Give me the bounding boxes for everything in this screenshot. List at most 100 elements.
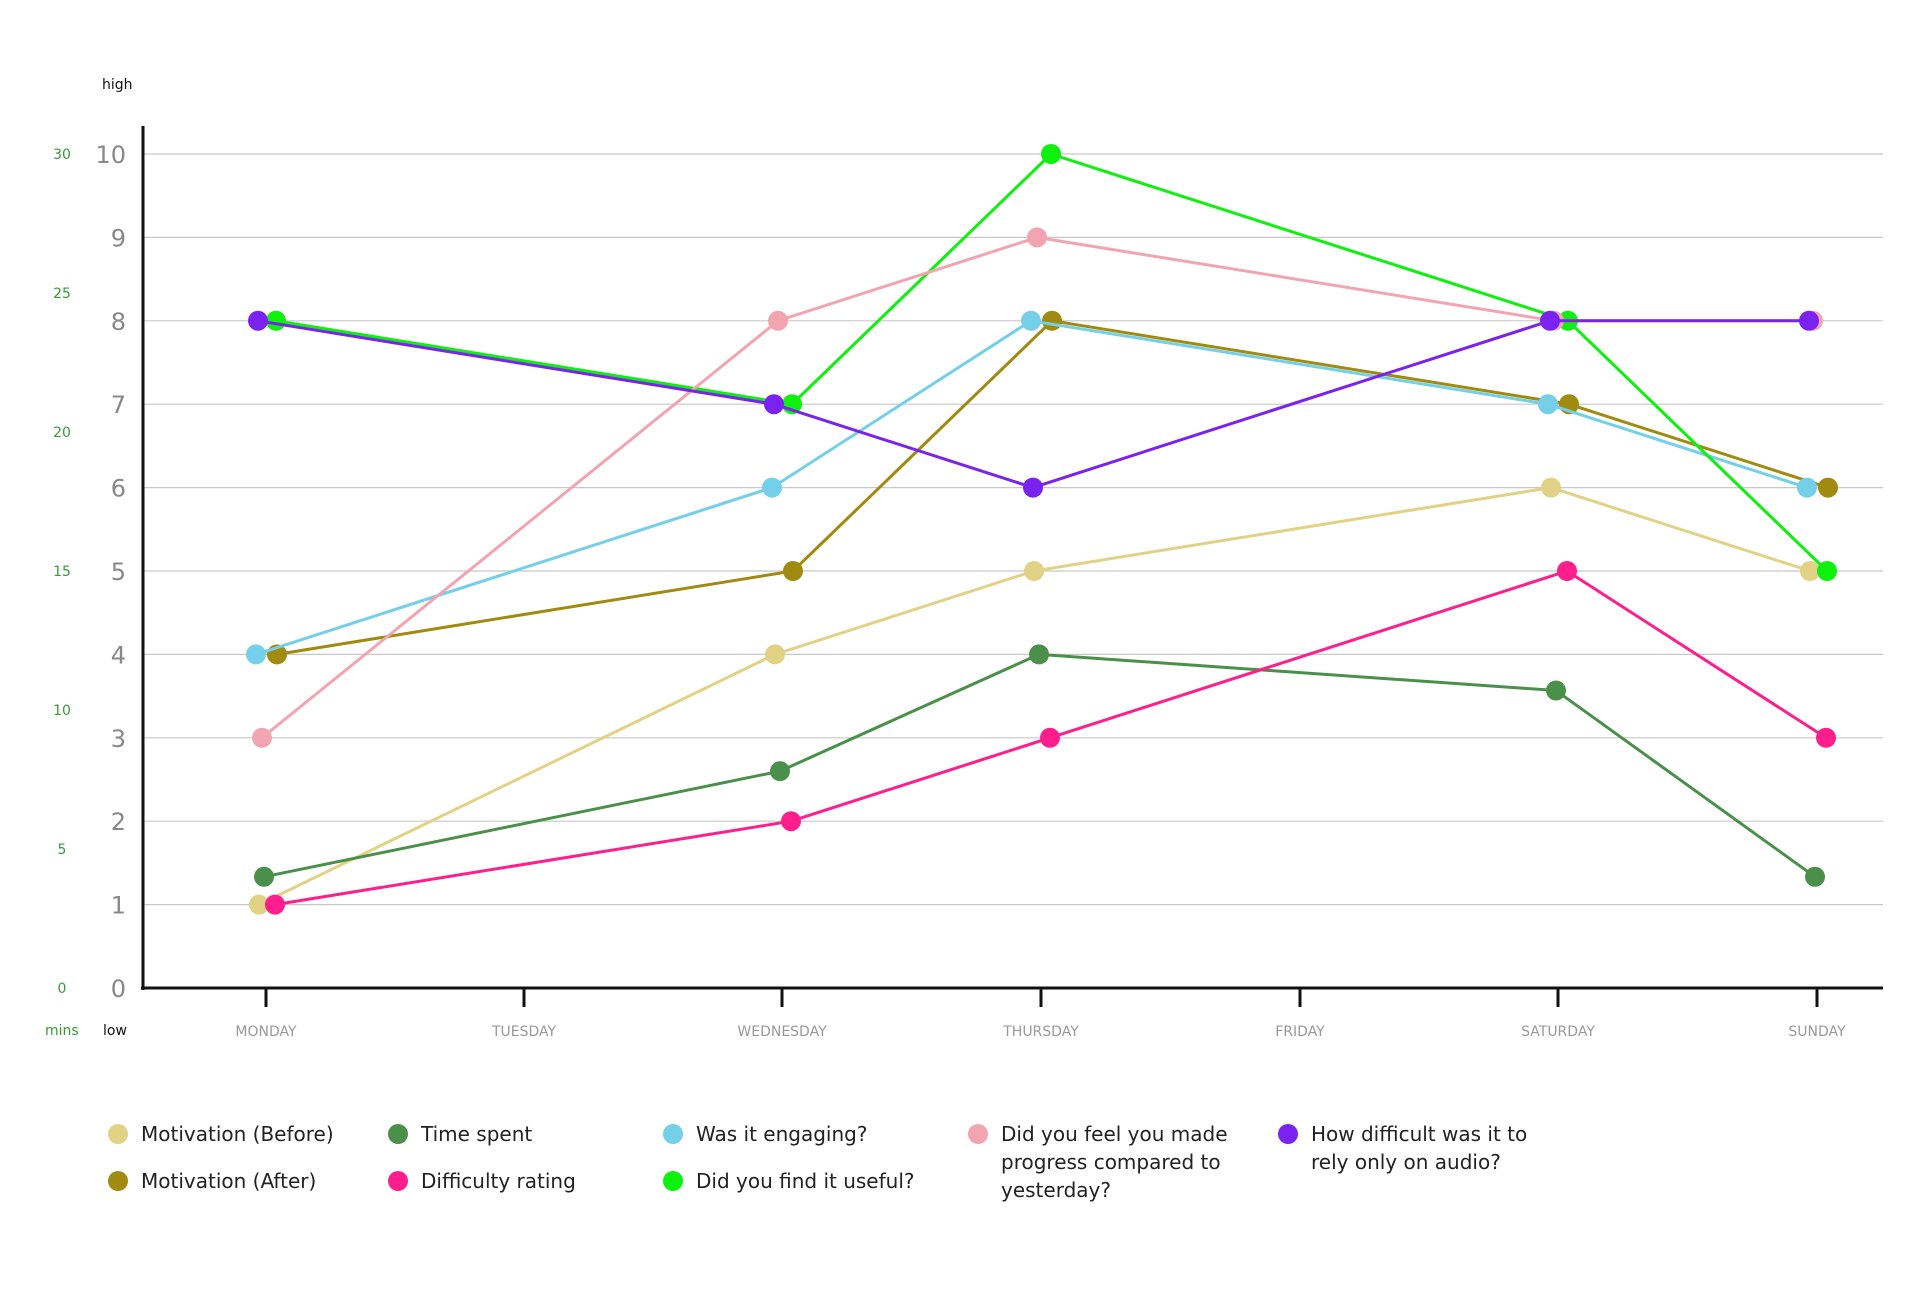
data-point [249,894,269,915]
legend-label: Difficulty rating [421,1169,576,1193]
series-7 [248,310,1819,498]
data-point [265,894,285,915]
data-point [254,866,274,887]
legend-swatch [108,1171,128,1191]
x-tick-label: FRIDAY [1275,1024,1325,1040]
data-point [1541,477,1561,498]
data-point [1024,561,1044,581]
data-point [1538,394,1558,415]
x-tick-label: SATURDAY [1521,1024,1595,1040]
data-point [762,477,782,498]
legend-item: Motivation (Before) [108,1120,334,1148]
y-tick-label: 4 [111,641,126,669]
y-axis-high-label: high [102,77,133,93]
x-tick-label: WEDNESDAY [737,1024,827,1040]
legend-swatch [388,1171,408,1191]
legend-label: Was it engaging? [696,1122,868,1146]
legend-item: Did you find it useful? [663,1167,915,1195]
legend: Motivation (Before) Motivation (After) Tim… [108,1120,1868,1260]
legend-swatch [663,1171,683,1191]
legend-label: Time spent [421,1122,533,1146]
data-point [248,310,268,331]
data-point [1557,561,1577,581]
data-point [764,394,784,415]
x-tick-labels: MONDAY TUESDAY WEDNESDAY THURSDAY FRIDAY SATU… [235,1024,1846,1040]
y-tick-label: 6 [111,475,126,503]
secondary-y-tick-labels: 0 5 10 15 20 25 30 [53,147,71,997]
series-0 [249,477,1820,915]
legend-swatch [388,1124,408,1144]
data-point [765,644,785,665]
series-3 [265,561,1836,915]
legend-item: Did you feel you made progress compared … [968,1120,1228,1204]
data-point [768,310,788,331]
data-point [783,561,803,581]
data-point [1818,477,1838,498]
data-point [1040,727,1060,748]
data-point [1797,477,1817,498]
legend-label: Motivation (Before) [141,1122,334,1146]
series-line [263,652,1816,879]
legend-label: Did you find it useful? [696,1169,915,1193]
series-5 [266,144,1837,581]
y-tick-label: 0 [111,975,126,1003]
data-point [1799,310,1819,331]
data-point [1546,680,1566,701]
data-point [266,310,286,331]
y-tick-label: 9 [111,224,126,252]
secondary-y-tick-label: 30 [53,147,71,163]
series-4 [246,310,1817,665]
data-point [1816,727,1836,748]
data-point [770,761,790,782]
data-point [252,727,272,748]
secondary-y-tick-label: 10 [53,703,71,719]
data-point [1041,144,1061,164]
data-point [1042,310,1062,331]
legend-label: Did you feel you made progress compared … [1001,1122,1228,1202]
x-tick-label: TUESDAY [491,1024,557,1040]
legend-item: Time spent [388,1120,532,1148]
secondary-y-tick-label: 0 [58,981,67,997]
axes [141,126,1883,990]
legend-swatch [1278,1124,1298,1144]
legend-label: How difficult was it to rely only on aud… [1311,1122,1528,1174]
y-tick-label: 7 [111,391,126,419]
secondary-y-tick-label: 20 [53,425,71,441]
y-tick-label: 10 [95,141,126,169]
x-tick-label: SUNDAY [1788,1024,1846,1040]
legend-label: Motivation (After) [141,1169,317,1193]
x-tick-marks [264,988,1819,1007]
series-lines [246,144,1838,915]
y-tick-label: 3 [111,725,126,753]
secondary-y-tick-label: 5 [58,842,67,858]
secondary-y-tick-label: 15 [53,564,71,580]
data-point [1021,310,1041,331]
legend-item: Was it engaging? [663,1120,867,1148]
y-axis-low-label: low [103,1023,127,1039]
legend-item: How difficult was it to rely only on aud… [1278,1120,1527,1176]
legend-item: Motivation (After) [108,1167,316,1195]
y-tick-label: 1 [111,892,126,920]
x-tick-label: MONDAY [235,1024,297,1040]
y-tick-labels: 0 1 2 3 4 5 6 7 8 9 10 [95,141,126,1003]
data-point [1540,310,1560,331]
data-point [1800,561,1820,581]
series-2 [254,644,1825,887]
secondary-axis-unit-label: mins [45,1023,79,1039]
y-tick-label: 8 [111,308,126,336]
legend-item: Difficulty rating [388,1167,576,1195]
legend-swatch [968,1124,988,1144]
grid-lines [143,153,1883,906]
y-tick-label: 5 [111,558,126,586]
legend-swatch [108,1124,128,1144]
legend-swatch [663,1124,683,1144]
secondary-y-tick-label: 25 [53,286,71,302]
y-tick-label: 2 [111,808,126,836]
data-point [1023,477,1043,498]
data-point [1029,644,1049,665]
series-line [258,486,1811,906]
data-point [1805,866,1825,887]
data-point [1027,227,1047,248]
x-tick-label: THURSDAY [1002,1024,1079,1040]
